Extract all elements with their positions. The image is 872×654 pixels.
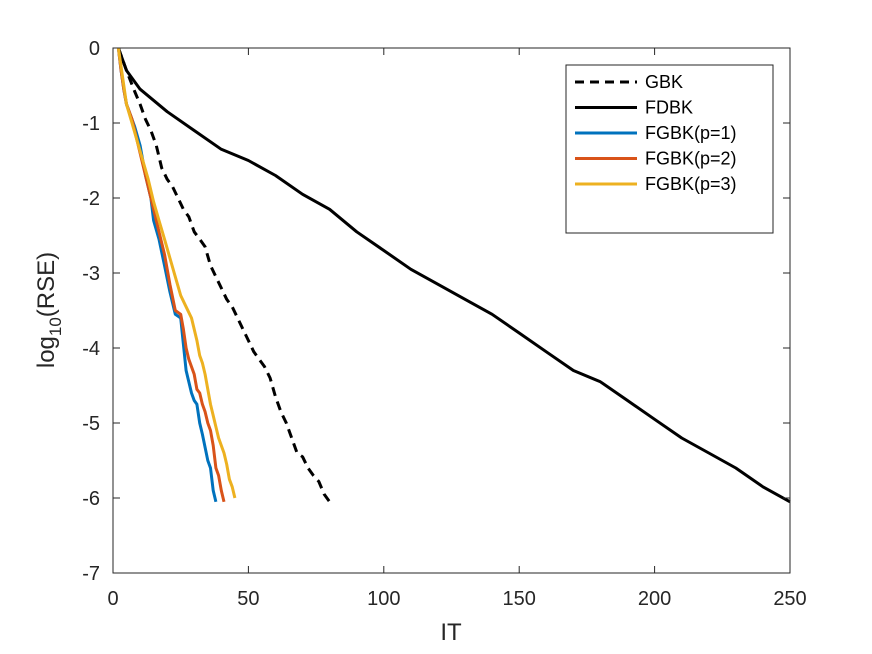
x-tick-labels: 0 50 100 150 200 250 (107, 588, 806, 610)
y-axis-label: log10(RSE) (33, 252, 65, 368)
axes-frame (112, 47, 791, 574)
series-layer (116, 47, 791, 504)
y-tick-label-0: 0 (89, 38, 100, 60)
y-tick-label-5: -5 (82, 413, 100, 435)
axes-layer (112, 47, 791, 574)
x-tick-label-3: 150 (503, 588, 536, 610)
x-tick-label-4: 200 (638, 588, 671, 610)
legend-items: GBK FDBK FGBK(p=1) FGBK(p=2) FGBK(p=3) (575, 72, 737, 194)
y-tick-label-4: -4 (82, 338, 100, 360)
y-tick-label-1: -1 (82, 113, 100, 135)
legend-label-1: GBK (645, 72, 683, 92)
y-tick-label-2: -2 (82, 188, 100, 210)
y-tick-labels: 0 -1 -2 -3 -4 -5 -6 -7 (82, 38, 100, 585)
series-line-5 (116, 47, 237, 499)
y-tick-label-6: -6 (82, 488, 100, 510)
legend-label-4: FGBK(p=2) (645, 149, 737, 169)
legend-label-2: FDBK (645, 98, 693, 118)
y-axis-label-rest: (RSE) (33, 252, 60, 317)
series-line-1 (116, 47, 331, 503)
x-tick-label-1: 50 (237, 588, 259, 610)
x-tick-label-0: 0 (107, 588, 118, 610)
y-axis-label-base: log (33, 336, 60, 368)
x-tick-label-5: 250 (773, 588, 806, 610)
legend-label-5: FGBK(p=3) (645, 174, 737, 194)
y-tick-label-7: -7 (82, 563, 100, 585)
series-line-2 (116, 47, 791, 504)
y-axis-label-subscript: 10 (46, 317, 65, 336)
legend-box (565, 64, 774, 234)
x-axis-label: IT (440, 619, 462, 646)
legend-label-3: FGBK(p=1) (645, 123, 737, 143)
y-tick-label-3: -3 (82, 263, 100, 285)
x-tick-label-2: 100 (367, 588, 400, 610)
legend: GBK FDBK FGBK(p=1) FGBK(p=2) FGBK(p=3) (565, 64, 774, 234)
